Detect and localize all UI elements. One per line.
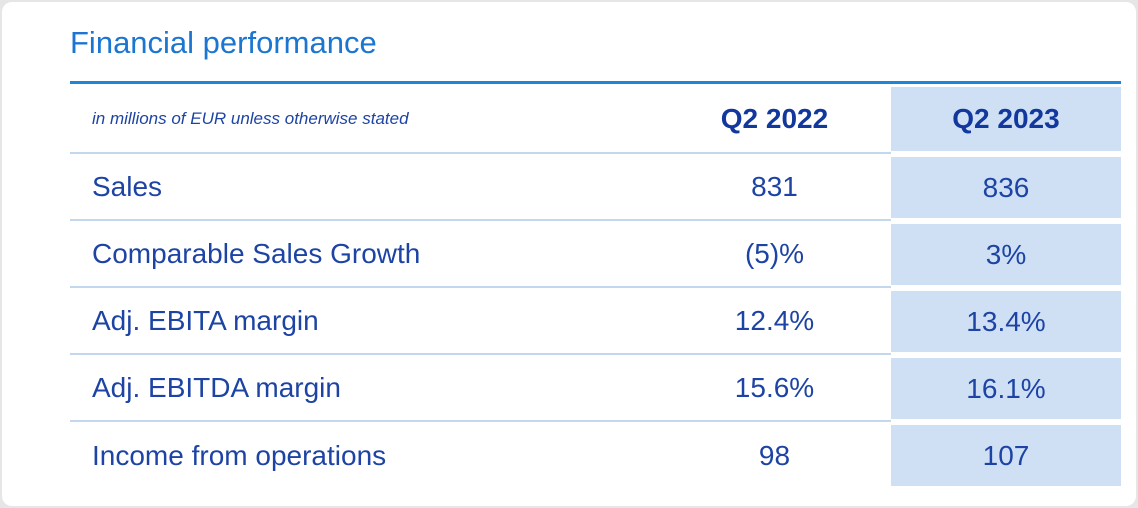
value-q2-2022: (5)% xyxy=(658,221,891,288)
value-q2-2022: 12.4% xyxy=(658,288,891,355)
table-row: Sales 831 836 xyxy=(70,154,1121,221)
page-title: Financial performance xyxy=(70,25,377,60)
table-header-row: in millions of EUR unless otherwise stat… xyxy=(70,86,1121,154)
table-row: Comparable Sales Growth (5)% 3% xyxy=(70,221,1121,288)
table-row: Income from operations 98 107 xyxy=(70,422,1121,489)
financial-table: in millions of EUR unless otherwise stat… xyxy=(70,86,1121,489)
title-underline xyxy=(70,81,1121,84)
column-header-q2-2023: Q2 2023 xyxy=(891,86,1121,154)
value-q2-2023: 107 xyxy=(891,422,1121,489)
value-q2-2022: 98 xyxy=(758,439,791,471)
row-label: Sales xyxy=(70,154,658,221)
table-row: Adj. EBITA margin 12.4% 13.4% xyxy=(70,288,1121,355)
row-label: Adj. EBITDA margin xyxy=(70,355,658,422)
value-q2-2022: 831 xyxy=(658,154,891,221)
row-label: Adj. EBITA margin xyxy=(70,288,658,355)
value-q2-2023: 13.4% xyxy=(891,288,1121,355)
row-label: Income from operations xyxy=(92,439,387,471)
table-row: Adj. EBITDA margin 15.6% 16.1% xyxy=(70,355,1121,422)
value-q2-2023: 836 xyxy=(891,154,1121,221)
value-q2-2023: 16.1% xyxy=(891,355,1121,422)
value-q2-2022: 15.6% xyxy=(658,355,891,422)
value-q2-2023: 3% xyxy=(891,221,1121,288)
row-label: Comparable Sales Growth xyxy=(70,221,658,288)
table-units-note: in millions of EUR unless otherwise stat… xyxy=(70,86,658,154)
column-header-q2-2022: Q2 2022 xyxy=(658,86,891,154)
